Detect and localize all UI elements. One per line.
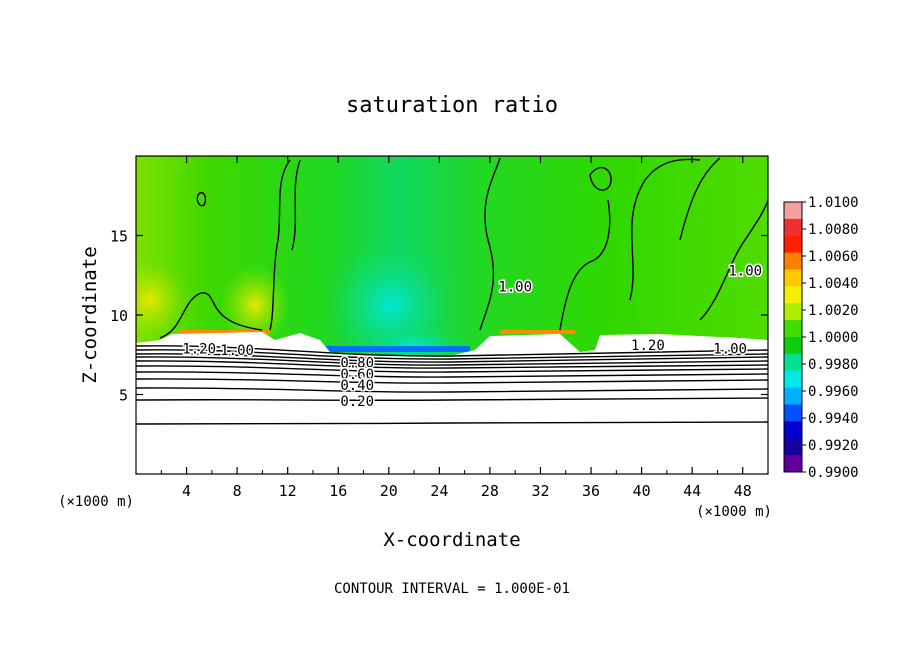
colorbar-label: 1.0080 [808, 222, 859, 238]
colorbar-swatch [784, 235, 802, 254]
contour-label-layer: 1.20 1.000.800.600.400.201.001.20 1.001.00 [181, 262, 764, 411]
colorbar-swatch [784, 202, 802, 220]
heatmap-orange-edge-left [180, 330, 270, 334]
x-tick-label: 12 [279, 482, 297, 500]
x-tick-label: 4 [182, 482, 191, 500]
x-tick-label: 36 [582, 482, 600, 500]
contour-label: 1.00 [220, 343, 254, 359]
heatmap-orange-edge-right [500, 330, 575, 334]
colorbar-swatch [784, 218, 802, 237]
x-tick-label: 28 [481, 482, 499, 500]
colorbar-label: 1.0020 [808, 303, 859, 319]
heatmap-warm-zone-left [136, 260, 188, 340]
y-tick-label: 10 [110, 307, 128, 325]
contour-label: 1.00 [728, 263, 762, 279]
colorbar-swatch [784, 303, 802, 321]
contour-label: 1.20 [182, 341, 216, 357]
x-axis-unit-right: (×1000 m) [696, 504, 772, 520]
colorbar-swatch [784, 387, 802, 405]
contour-label: 0.20 [340, 394, 374, 410]
contour-label: 0.60 [340, 367, 374, 383]
heatmap-cool-zone-low [360, 327, 470, 363]
plot-area: 1.20 1.000.800.600.400.201.001.20 1.001.00 [136, 156, 768, 474]
colorbar-swatch [784, 320, 802, 338]
x-tick-label: 40 [633, 482, 651, 500]
colorbar-swatch [784, 404, 802, 422]
colorbar-swatch [784, 421, 802, 439]
heatmap-warm-zone-mid [220, 265, 290, 345]
colorbar-label: 0.9900 [808, 465, 859, 481]
contour-label: 1.00 [713, 341, 747, 357]
contour-label: 1.00 [498, 279, 532, 295]
y-axis-label: Z-coordinate [79, 246, 101, 383]
chart-title: saturation ratio [346, 93, 558, 118]
colorbar-label: 0.9980 [808, 357, 859, 373]
contour-label: 1.20 [631, 338, 665, 354]
colorbar-swatch [784, 438, 802, 456]
contour-interval-note: CONTOUR INTERVAL = 1.000E-01 [334, 581, 570, 597]
x-tick-label: 48 [734, 482, 752, 500]
x-tick-label: 8 [233, 482, 242, 500]
colorbar: 1.0100 1.0080 1.0060 1.0040 1.0020 1.0000 0.99… [783, 195, 859, 481]
colorbar-label: 0.9940 [808, 411, 859, 427]
colorbar-label: 0.9960 [808, 384, 859, 400]
contour-label: 0.80 [340, 356, 374, 372]
contour-label: 0.40 [340, 378, 374, 394]
colorbar-label: 1.0100 [808, 195, 859, 211]
x-axis-unit-left: (×1000 m) [58, 494, 134, 510]
colorbar-swatch [784, 269, 802, 287]
colorbar-swatch [784, 252, 802, 270]
y-tick-label: 5 [119, 387, 128, 405]
y-tick-label: 15 [110, 228, 128, 246]
colorbar-label: 0.9920 [808, 438, 859, 454]
x-axis-ticks: 4 8 12 16 20 24 28 32 36 40 44 48 [160, 156, 752, 500]
x-tick-label: 44 [683, 482, 701, 500]
colorbar-swatch [784, 286, 802, 304]
x-tick-label: 16 [329, 482, 347, 500]
colorbar-swatch [784, 337, 802, 355]
colorbar-label: 1.0040 [808, 276, 859, 292]
white-stable-layer [136, 332, 768, 474]
colorbar-label: 1.0060 [808, 249, 859, 265]
y-axis-ticks: 5 10 15 [110, 228, 768, 405]
x-axis-label: X-coordinate [383, 529, 520, 551]
x-tick-label: 32 [531, 482, 549, 500]
contour-lines [136, 157, 768, 425]
x-tick-label: 20 [380, 482, 398, 500]
colorbar-swatch [784, 455, 802, 473]
colorbar-label: 1.0000 [808, 330, 859, 346]
x-tick-label: 24 [430, 482, 448, 500]
colorbar-swatch [784, 353, 802, 372]
colorbar-swatch [784, 370, 802, 389]
heatmap-blue-edge [320, 346, 470, 352]
